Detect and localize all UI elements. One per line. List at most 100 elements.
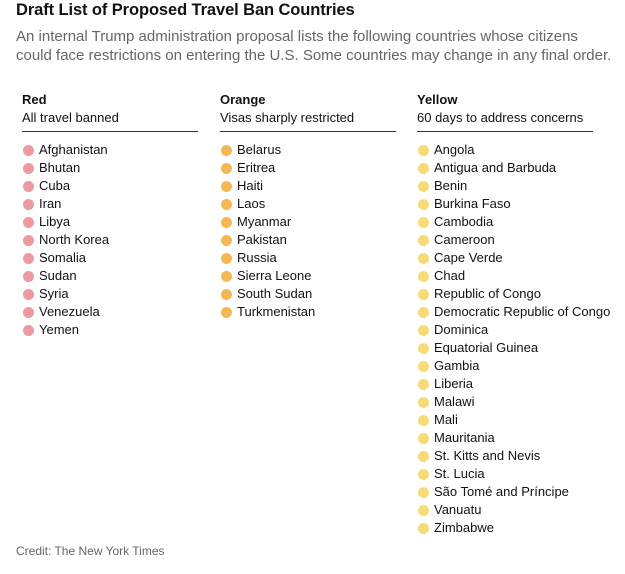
- list-item: Republic of Congo: [417, 285, 617, 303]
- list-item: Bhutan: [22, 159, 198, 177]
- list-item: Cape Verde: [417, 249, 617, 267]
- column-divider: [220, 131, 396, 132]
- country-name: Democratic Republic of Congo: [434, 304, 611, 319]
- status-dot-icon: [418, 216, 429, 228]
- country-name: Malawi: [434, 394, 475, 409]
- country-name: Libya: [39, 214, 71, 229]
- country-name: South Sudan: [237, 286, 313, 301]
- status-dot-icon: [418, 252, 429, 264]
- country-list: Angola Antigua and Barbuda Benin Burkina Fa…: [417, 141, 617, 537]
- status-dot-icon: [418, 450, 429, 462]
- country-name: Cameroon: [434, 232, 495, 247]
- list-item: Cambodia: [417, 213, 617, 231]
- status-dot-icon: [23, 162, 34, 174]
- country-name: St. Kitts and Nevis: [434, 448, 541, 463]
- list-item: Chad: [417, 267, 617, 285]
- country-name: Venezuela: [39, 304, 100, 319]
- status-dot-icon: [23, 252, 34, 264]
- status-dot-icon: [418, 342, 429, 354]
- list-item: Laos: [220, 195, 396, 213]
- status-dot-icon: [23, 198, 34, 210]
- list-item: Cameroon: [417, 231, 617, 249]
- country-name: Belarus: [237, 142, 282, 157]
- list-item: Haiti: [220, 177, 396, 195]
- list-item: St. Lucia: [417, 465, 617, 483]
- status-dot-icon: [221, 270, 232, 282]
- country-name: Haiti: [237, 178, 264, 193]
- column-heading: Yellow: [417, 92, 458, 107]
- column-description: 60 days to address concerns: [417, 110, 584, 125]
- subtitle: An internal Trump administration proposa…: [16, 28, 612, 64]
- list-item: Democratic Republic of Congo: [417, 303, 617, 321]
- country-name: Dominica: [434, 322, 489, 337]
- list-item: Malawi: [417, 393, 617, 411]
- country-name: Somalia: [39, 250, 86, 265]
- status-dot-icon: [418, 324, 429, 336]
- status-dot-icon: [23, 324, 34, 336]
- country-name: St. Lucia: [434, 466, 485, 481]
- list-item: Burkina Faso: [417, 195, 617, 213]
- column-red: Red All travel banned Afghanistan Bhutan C…: [22, 92, 198, 339]
- column-description: Visas sharply restricted: [220, 110, 355, 125]
- column-description: All travel banned: [22, 110, 119, 125]
- list-item: Dominica: [417, 321, 617, 339]
- list-item: Iran: [22, 195, 198, 213]
- credit: Credit: The New York Times: [16, 544, 165, 558]
- status-dot-icon: [418, 504, 429, 516]
- status-dot-icon: [418, 432, 429, 444]
- status-dot-icon: [23, 306, 34, 318]
- country-name: Myanmar: [237, 214, 292, 229]
- column-heading: Orange: [220, 92, 266, 107]
- status-dot-icon: [418, 522, 429, 534]
- status-dot-icon: [221, 144, 232, 156]
- status-dot-icon: [221, 288, 232, 300]
- column-orange: Orange Visas sharply restricted Belarus E…: [220, 92, 396, 321]
- column-yellow: Yellow 60 days to address concerns Angol…: [417, 92, 617, 537]
- country-name: Mali: [434, 412, 458, 427]
- country-name: Turkmenistan: [237, 304, 316, 319]
- list-item: Russia: [220, 249, 396, 267]
- list-item: Zimbabwe: [417, 519, 617, 537]
- country-name: Chad: [434, 268, 466, 283]
- list-item: Antigua and Barbuda: [417, 159, 617, 177]
- country-name: Yemen: [39, 322, 79, 337]
- status-dot-icon: [418, 288, 429, 300]
- list-item: Equatorial Guinea: [417, 339, 617, 357]
- list-item: Libya: [22, 213, 198, 231]
- list-item: Gambia: [417, 357, 617, 375]
- country-name: Laos: [237, 196, 266, 211]
- status-dot-icon: [221, 162, 232, 174]
- country-name: Iran: [39, 196, 62, 211]
- status-dot-icon: [221, 198, 232, 210]
- list-item: North Korea: [22, 231, 198, 249]
- status-dot-icon: [23, 216, 34, 228]
- status-dot-icon: [418, 378, 429, 390]
- status-dot-icon: [23, 270, 34, 282]
- country-name: Equatorial Guinea: [434, 340, 539, 355]
- status-dot-icon: [221, 216, 232, 228]
- list-item: Eritrea: [220, 159, 396, 177]
- status-dot-icon: [23, 234, 34, 246]
- status-dot-icon: [418, 180, 429, 192]
- list-item: Afghanistan: [22, 141, 198, 159]
- country-name: Cape Verde: [434, 250, 503, 265]
- country-name: Antigua and Barbuda: [434, 160, 557, 175]
- status-dot-icon: [23, 144, 34, 156]
- list-item: Pakistan: [220, 231, 396, 249]
- list-item: Myanmar: [220, 213, 396, 231]
- status-dot-icon: [418, 234, 429, 246]
- status-dot-icon: [418, 306, 429, 318]
- list-item: Angola: [417, 141, 617, 159]
- list-item: Mauritania: [417, 429, 617, 447]
- status-dot-icon: [418, 144, 429, 156]
- country-name: Gambia: [434, 358, 480, 373]
- status-dot-icon: [418, 414, 429, 426]
- list-item: Sierra Leone: [220, 267, 396, 285]
- column-heading: Red: [22, 92, 47, 107]
- country-name: Sierra Leone: [237, 268, 312, 283]
- status-dot-icon: [418, 360, 429, 372]
- country-name: Vanuatu: [434, 502, 482, 517]
- list-item: Venezuela: [22, 303, 198, 321]
- page-title: Draft List of Proposed Travel Ban Countr…: [16, 1, 355, 19]
- status-dot-icon: [418, 396, 429, 408]
